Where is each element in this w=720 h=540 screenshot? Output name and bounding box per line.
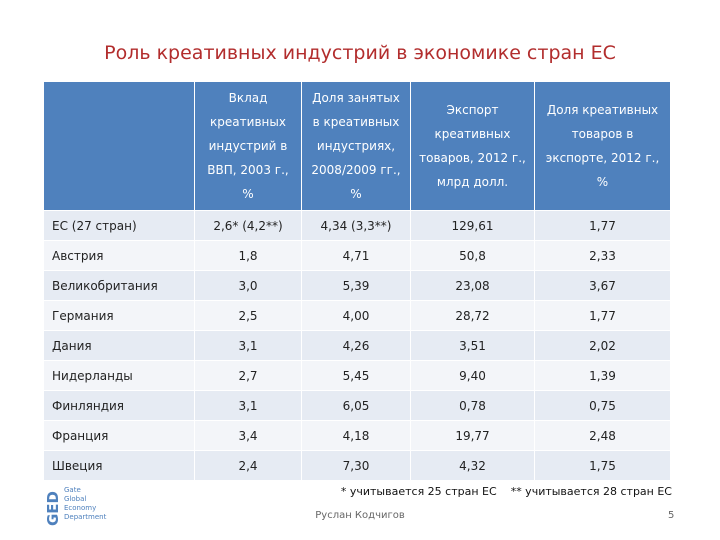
row-label: Франция: [44, 420, 195, 450]
table-cell: 3,4: [195, 420, 302, 450]
row-label: Германия: [44, 300, 195, 330]
row-label: ЕС (27 стран): [44, 210, 195, 240]
table-cell: 1,75: [535, 450, 671, 480]
data-table: Вклад креативных индустрий в ВВП, 2003 г…: [44, 82, 671, 480]
table-cell: 28,72: [411, 300, 535, 330]
table-cell: 9,40: [411, 360, 535, 390]
table-cell: 2,33: [535, 240, 671, 270]
table-cell: 50,8: [411, 240, 535, 270]
table-cell: 7,30: [302, 450, 411, 480]
slide-title: Роль креативных индустрий в экономике ст…: [104, 42, 616, 64]
table-cell: 2,6* (4,2**): [195, 210, 302, 240]
table-cell: 0,78: [411, 390, 535, 420]
logo-line: Gate: [64, 486, 81, 494]
footnote: ** учитывается 28 стран ЕС: [510, 485, 672, 498]
table-cell: 2,4: [195, 450, 302, 480]
table-cell: 4,00: [302, 300, 411, 330]
logo-line: Department: [64, 513, 107, 521]
footnotes: * учитывается 25 стран ЕС ** учитывается …: [327, 485, 672, 498]
table-cell: 6,05: [302, 390, 411, 420]
table-cell: 4,32: [411, 450, 535, 480]
row-label: Швеция: [44, 450, 195, 480]
footnote: * учитывается 25 стран ЕС: [340, 485, 497, 498]
row-label: Нидерланды: [44, 360, 195, 390]
table-cell: 5,39: [302, 270, 411, 300]
header-cell: Доля занятых в креативных индустриях, 20…: [302, 82, 411, 210]
table-cell: 23,08: [411, 270, 535, 300]
row-label: Австрия: [44, 240, 195, 270]
row-label: Финляндия: [44, 390, 195, 420]
logo-line: Economy: [64, 504, 97, 512]
table-cell: 4,26: [302, 330, 411, 360]
page-number: 5: [668, 510, 675, 521]
table-cell: 3,67: [535, 270, 671, 300]
row-label: Великобритания: [44, 270, 195, 300]
table-cell: 1,77: [535, 210, 671, 240]
table-cell: 2,02: [535, 330, 671, 360]
table-cell: 19,77: [411, 420, 535, 450]
table-cell: 0,75: [535, 390, 671, 420]
row-label: Дания: [44, 330, 195, 360]
table-cell: 3,51: [411, 330, 535, 360]
header-cell: Вклад креативных индустрий в ВВП, 2003 г…: [195, 82, 302, 210]
table-cell: 5,45: [302, 360, 411, 390]
table-cell: 4,34 (3,3**): [302, 210, 411, 240]
table-cell: 1,8: [195, 240, 302, 270]
header-cell: Экспорт креативных товаров, 2012 г., млр…: [411, 82, 535, 210]
table-cell: 3,0: [195, 270, 302, 300]
table-cell: 2,48: [535, 420, 671, 450]
logo-line: Global: [64, 495, 87, 503]
table-cell: 4,18: [302, 420, 411, 450]
header-cell: [44, 82, 195, 210]
logo-text: Gate Global Economy Department: [64, 486, 106, 522]
table-cell: 1,77: [535, 300, 671, 330]
table-cell: 2,5: [195, 300, 302, 330]
table-cell: 129,61: [411, 210, 535, 240]
table-cell: 1,39: [535, 360, 671, 390]
table-cell: 3,1: [195, 330, 302, 360]
footer-author: Руслан Кодчигов: [315, 510, 405, 521]
table-cell: 3,1: [195, 390, 302, 420]
logo: GED Gate Global Economy Department: [44, 486, 114, 530]
table-cell: 4,71: [302, 240, 411, 270]
table-cell: 2,7: [195, 360, 302, 390]
header-cell: Доля креативных товаров в экспорте, 2012…: [535, 82, 671, 210]
